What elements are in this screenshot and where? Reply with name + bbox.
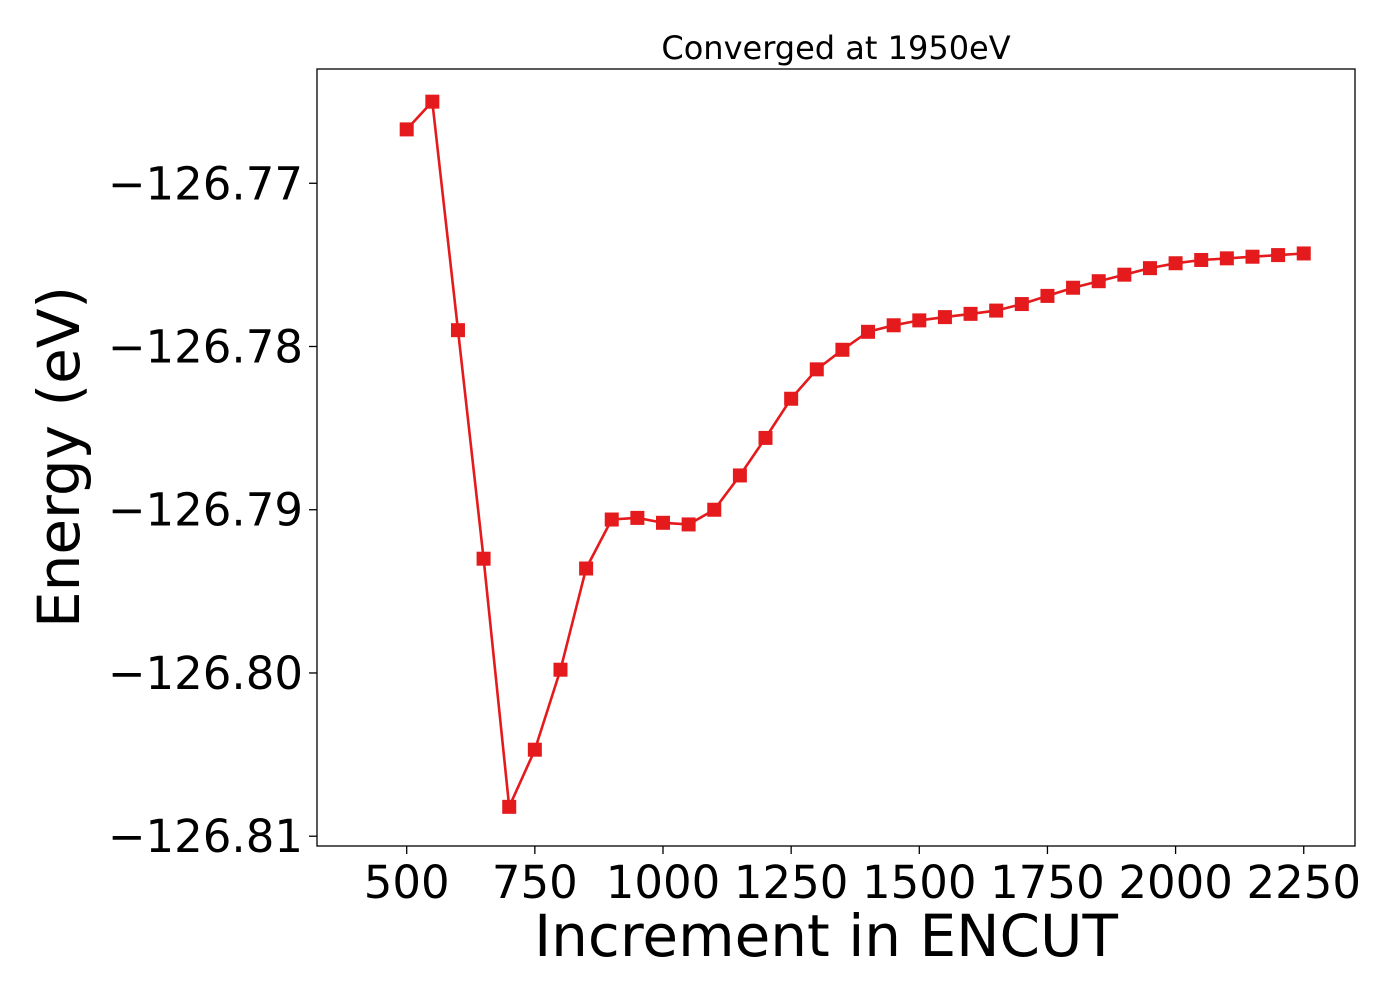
y-tick-label: −126.77 <box>108 157 303 210</box>
data-point-marker <box>1142 261 1157 276</box>
data-point-marker <box>1194 252 1209 267</box>
data-point-marker <box>989 303 1004 318</box>
data-point-marker <box>861 324 876 339</box>
y-tick-label: −126.79 <box>108 484 303 537</box>
y-tick-label: −126.81 <box>108 810 303 863</box>
data-point-marker <box>707 502 722 517</box>
data-point-marker <box>835 342 850 357</box>
x-tick-label: 1500 <box>862 856 977 909</box>
y-tick-label: −126.78 <box>108 321 303 374</box>
x-axis: 500 750 1000 1250 1500 1750 2000 2250 <box>364 846 1361 909</box>
data-point-marker <box>681 517 696 532</box>
data-point-marker <box>604 512 619 527</box>
data-point-marker <box>732 468 747 483</box>
data-point-marker <box>758 430 773 445</box>
data-point-marker <box>579 561 594 576</box>
y-axis: −126.77 −126.78 −126.79 −126.80 −126.81 <box>108 157 317 863</box>
data-point-marker <box>656 515 670 530</box>
x-tick-label: 1000 <box>606 856 721 909</box>
x-axis-label: Increment in ENCUT <box>534 902 1118 970</box>
plot-area <box>316 68 1356 847</box>
data-point-marker <box>1168 256 1183 271</box>
data-point-marker <box>399 122 414 137</box>
data-point-marker <box>784 391 799 406</box>
x-tick-label: 1250 <box>734 856 849 909</box>
data-point-marker <box>886 318 901 333</box>
data-point-marker <box>476 551 491 566</box>
data-point-marker <box>912 313 927 328</box>
data-point-marker <box>1091 274 1106 289</box>
data-point-marker <box>450 323 465 338</box>
data-point-marker <box>1271 248 1286 263</box>
x-tick-label: 1750 <box>990 856 1105 909</box>
data-point-marker <box>425 94 440 109</box>
series-line <box>405 98 1304 812</box>
x-tick-label: 2000 <box>1118 856 1233 909</box>
data-point-marker <box>630 510 645 525</box>
x-tick-label: 750 <box>492 856 578 909</box>
x-tick-label: 500 <box>364 856 450 909</box>
y-tick-label: −126.80 <box>108 647 303 700</box>
data-point-marker <box>527 742 542 757</box>
data-point-marker <box>1040 288 1055 303</box>
data-point-marker <box>1296 246 1311 261</box>
data-point-marker <box>963 306 978 321</box>
data-point-marker <box>1219 251 1234 266</box>
data-point-marker <box>1117 267 1132 282</box>
data-point-marker <box>553 662 568 677</box>
y-axis-label: Energy (eV) <box>25 286 93 628</box>
data-point-marker <box>809 362 824 377</box>
x-tick-label: 2250 <box>1246 856 1361 909</box>
data-point-marker <box>937 310 952 325</box>
chart-title: Converged at 1950eV <box>661 29 1010 67</box>
data-point-marker <box>1245 249 1260 264</box>
series-layer <box>399 94 1311 814</box>
data-point-marker <box>1066 280 1081 295</box>
data-point-marker <box>502 799 517 814</box>
data-point-marker <box>1014 297 1029 312</box>
